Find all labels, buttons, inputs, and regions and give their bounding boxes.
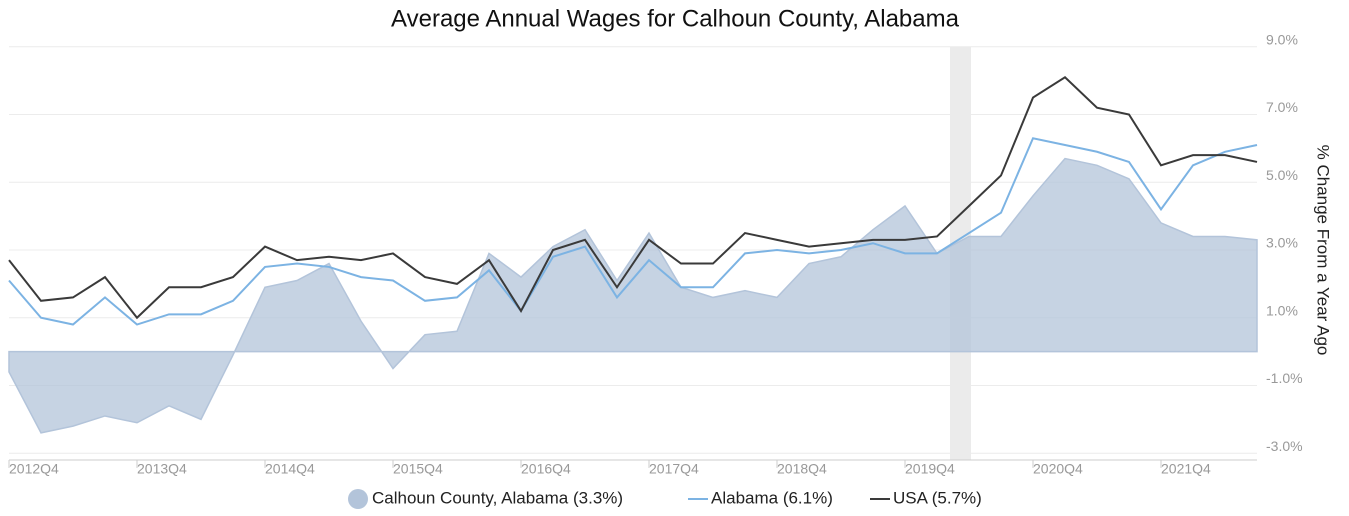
- y-tick-label: 3.0%: [1266, 235, 1298, 251]
- x-tick-label: 2013Q4: [137, 461, 187, 477]
- chart-title: Average Annual Wages for Calhoun County,…: [391, 5, 960, 32]
- y-tick-label: 1.0%: [1266, 302, 1298, 318]
- x-tick-label: 2017Q4: [649, 461, 699, 477]
- y-tick-label: -3.0%: [1266, 438, 1303, 454]
- legend-label: Calhoun County, Alabama (3.3%): [372, 488, 623, 507]
- y-tick-label: 9.0%: [1266, 31, 1298, 47]
- y-axis-label: % Change From a Year Ago: [1314, 145, 1333, 356]
- y-tick-label: -1.0%: [1266, 370, 1303, 386]
- x-tick-label: 2015Q4: [393, 461, 443, 477]
- x-tick-label: 2014Q4: [265, 461, 315, 477]
- x-tick-label: 2021Q4: [1161, 461, 1211, 477]
- x-tick-label: 2018Q4: [777, 461, 827, 477]
- x-tick-label: 2012Q4: [9, 461, 59, 477]
- line: [8, 75, 1258, 320]
- y-tick-label: 5.0%: [1266, 167, 1298, 183]
- x-tick-label: 2020Q4: [1033, 461, 1083, 477]
- area: [8, 157, 1258, 434]
- x-tick-label: 2016Q4: [521, 461, 571, 477]
- legend-label: USA (5.7%): [893, 488, 982, 507]
- legend-marker: [348, 489, 368, 509]
- line: [8, 137, 1258, 326]
- legend-label: Alabama (6.1%): [711, 488, 833, 507]
- y-tick-label: 7.0%: [1266, 99, 1298, 115]
- x-tick-label: 2019Q4: [905, 461, 955, 477]
